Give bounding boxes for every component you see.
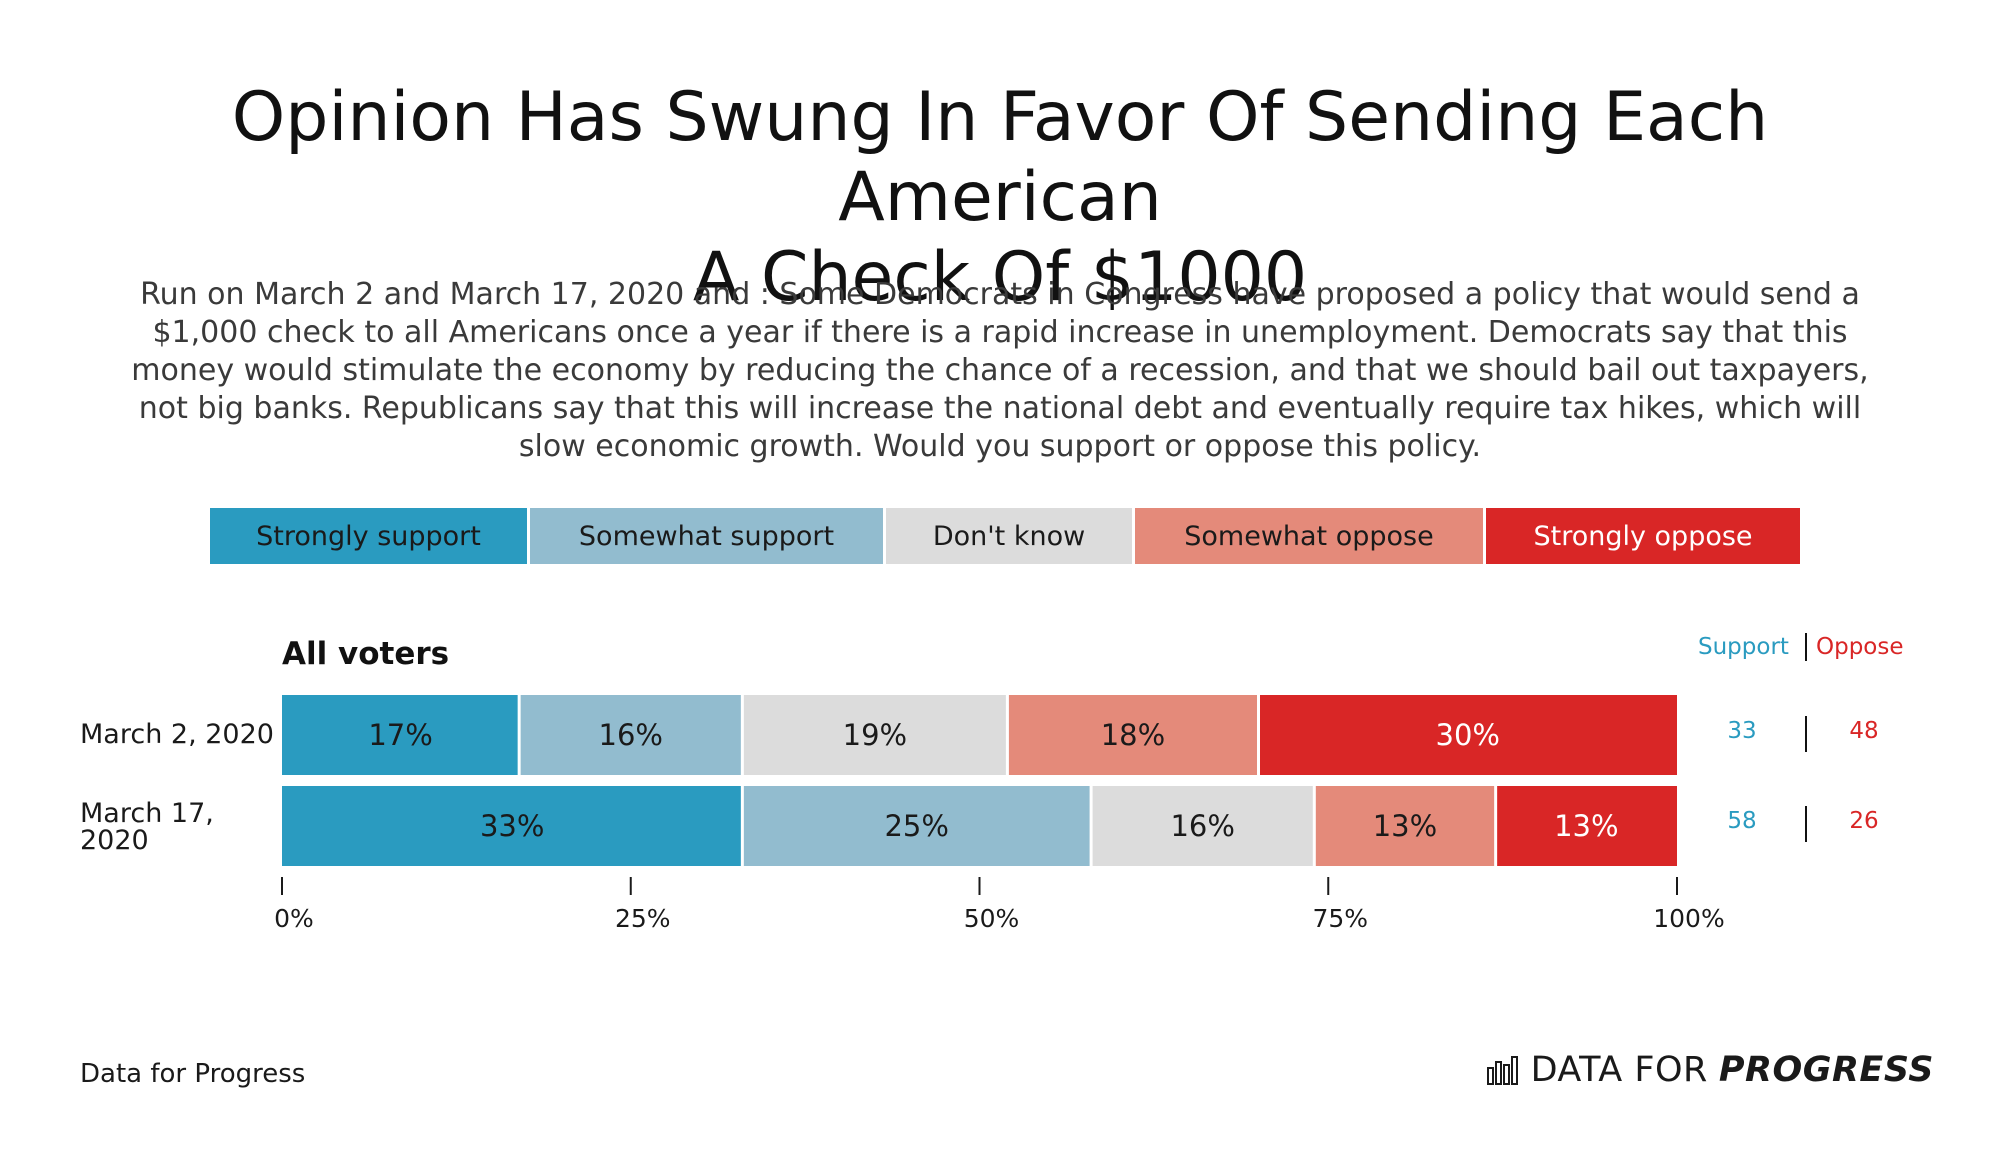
data-label: 16% (599, 718, 663, 752)
data-label: 13% (1373, 809, 1437, 843)
legend-item-dont-know: Don't know (886, 508, 1135, 564)
row-label-march-2: March 2, 2020 (80, 719, 274, 750)
row-label-march-17: March 17, 2020 (80, 800, 214, 854)
data-label: 19% (843, 718, 907, 752)
chart-legend: Strongly support Somewhat support Don't … (210, 508, 1800, 564)
chart-title-line-1: Opinion Has Swung In Favor Of Sending Ea… (231, 78, 1769, 237)
net-divider-row-1 (1805, 716, 1807, 752)
bar-segment (1007, 695, 1259, 775)
group-title: All voters (282, 636, 450, 672)
net-oppose-header: Oppose (1816, 634, 1904, 660)
bar-chart-icon (1486, 1056, 1518, 1085)
data-label: 25% (884, 809, 948, 843)
net-header-divider (1805, 633, 1807, 661)
bar-segment (282, 786, 743, 866)
net-divider-row-2 (1805, 806, 1807, 842)
data-label: 16% (1170, 809, 1234, 843)
subtitle-line: Run on March 2 and March 17, 2020 and : … (140, 277, 1860, 312)
legend-item-somewhat-support: Somewhat support (530, 508, 886, 564)
x-tick-label: 0% (274, 904, 314, 933)
bar-segment (519, 695, 743, 775)
footer-source: Data for Progress (80, 1059, 306, 1089)
legend-item-strongly-support: Strongly support (210, 508, 530, 564)
x-tick-label: 25% (615, 904, 671, 933)
logo-text-light: DATA FOR (1530, 1050, 1708, 1090)
subtitle-line: slow economic growth. Would you support … (518, 429, 1482, 464)
chart-title: Opinion Has Swung In Favor Of Sending Ea… (60, 78, 1940, 318)
bar-segment (1495, 786, 1677, 866)
row-label-line: 2020 (80, 825, 149, 856)
bar-segment (1314, 786, 1496, 866)
chart-subtitle: Run on March 2 and March 17, 2020 and : … (70, 276, 1930, 466)
bar-segment (282, 695, 520, 775)
bar-segment (1091, 786, 1315, 866)
subtitle-line: money would stimulate the economy by red… (131, 353, 1869, 388)
data-label: 18% (1101, 718, 1165, 752)
data-label: 17% (368, 718, 432, 752)
logo-text-bold: PROGRESS (1718, 1050, 1934, 1090)
x-tick-label: 50% (964, 904, 1020, 933)
data-label: 30% (1436, 718, 1500, 752)
row-label-line: March 17, (80, 798, 214, 829)
bar-segment (742, 695, 1008, 775)
legend-item-strongly-oppose: Strongly oppose (1486, 508, 1800, 564)
net-support-value-row-1: 33 (1727, 718, 1757, 744)
data-for-progress-logo: DATA FOR PROGRESS (1486, 1050, 1934, 1090)
net-support-header: Support (1698, 634, 1789, 660)
legend-item-somewhat-oppose: Somewhat oppose (1135, 508, 1486, 564)
chart-title-line-2: A Check Of $1000 (692, 238, 1308, 317)
net-oppose-value-row-1: 48 (1849, 718, 1879, 744)
bar-segment (742, 786, 1092, 866)
x-tick-label: 75% (1312, 904, 1368, 933)
data-label: 33% (480, 809, 544, 843)
x-tick-label: 100% (1653, 904, 1724, 933)
data-label: 13% (1554, 809, 1618, 843)
bar-segment (1258, 695, 1677, 775)
net-oppose-value-row-2: 26 (1849, 808, 1879, 834)
subtitle-line: not big banks. Republicans say that this… (138, 391, 1862, 426)
net-support-value-row-2: 58 (1727, 808, 1757, 834)
subtitle-line: $1,000 check to all Americans once a yea… (152, 315, 1848, 350)
